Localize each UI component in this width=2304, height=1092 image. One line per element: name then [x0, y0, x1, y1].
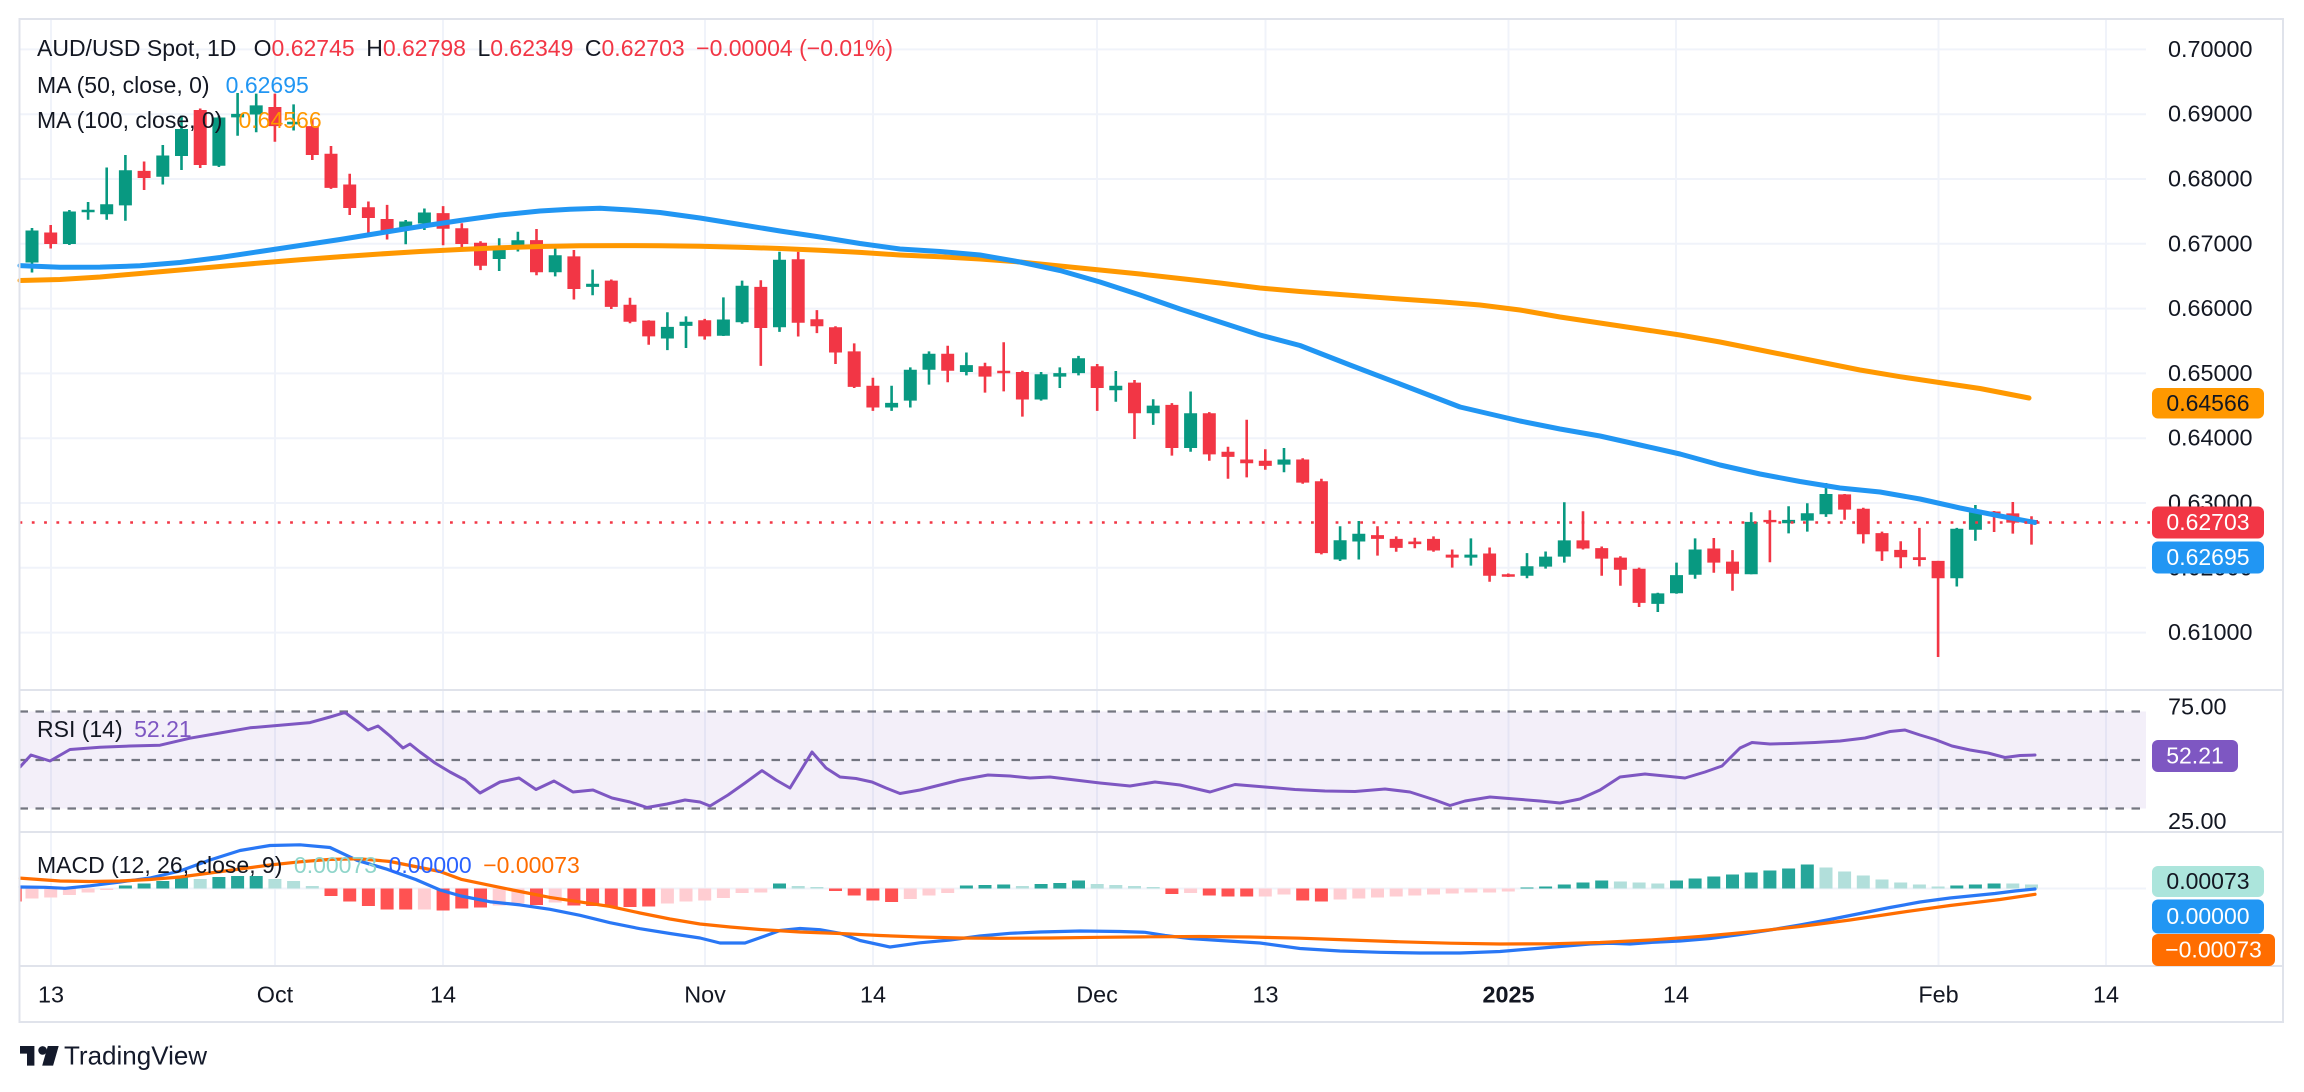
svg-text:25.00: 25.00 — [2168, 808, 2227, 834]
svg-text:0.64566: 0.64566 — [2166, 390, 2249, 416]
svg-text:MA (50, close, 0) 0.62695: MA (50, close, 0) 0.62695 — [37, 72, 309, 98]
svg-text:0.00000: 0.00000 — [2166, 903, 2249, 929]
svg-text:Nov: Nov — [684, 982, 726, 1008]
svg-text:14: 14 — [430, 982, 456, 1008]
svg-text:14: 14 — [860, 982, 886, 1008]
svg-text:Feb: Feb — [1918, 982, 1958, 1008]
svg-text:14: 14 — [1663, 982, 1689, 1008]
svg-text:MACD (12, 26, close, 9) 0.0007: MACD (12, 26, close, 9) 0.00073 0.00000 … — [37, 852, 580, 878]
svg-text:Oct: Oct — [257, 982, 294, 1008]
svg-text:0.65000: 0.65000 — [2168, 360, 2253, 386]
svg-text:52.21: 52.21 — [2166, 743, 2224, 769]
svg-text:RSI (14) 52.21: RSI (14) 52.21 — [37, 716, 192, 742]
svg-text:0.00073: 0.00073 — [2166, 868, 2249, 894]
svg-text:AUD/USD Spot, 1D O0.62745 H0.: AUD/USD Spot, 1D O0.62745 H0.62798 L0.62… — [37, 35, 893, 61]
svg-text:MA (100, close, 0) 0.64566: MA (100, close, 0) 0.64566 — [37, 107, 322, 133]
svg-text:0.62695: 0.62695 — [2166, 544, 2249, 570]
svg-text:0.70000: 0.70000 — [2168, 36, 2253, 62]
svg-text:0.67000: 0.67000 — [2168, 230, 2253, 256]
svg-text:0.62703: 0.62703 — [2166, 509, 2249, 535]
svg-text:13: 13 — [38, 982, 64, 1008]
svg-text:14: 14 — [2093, 982, 2119, 1008]
svg-text:TradingView: TradingView — [64, 1041, 207, 1071]
svg-text:0.61000: 0.61000 — [2168, 619, 2253, 645]
svg-text:0.69000: 0.69000 — [2168, 101, 2253, 127]
svg-text:13: 13 — [1252, 982, 1278, 1008]
svg-text:−0.00073: −0.00073 — [2165, 937, 2262, 963]
svg-text:0.68000: 0.68000 — [2168, 166, 2253, 192]
svg-text:0.66000: 0.66000 — [2168, 295, 2253, 321]
svg-text:75.00: 75.00 — [2168, 694, 2227, 720]
svg-text:2025: 2025 — [1482, 982, 1534, 1008]
svg-text:Dec: Dec — [1076, 982, 1118, 1008]
svg-text:0.64000: 0.64000 — [2168, 425, 2253, 451]
